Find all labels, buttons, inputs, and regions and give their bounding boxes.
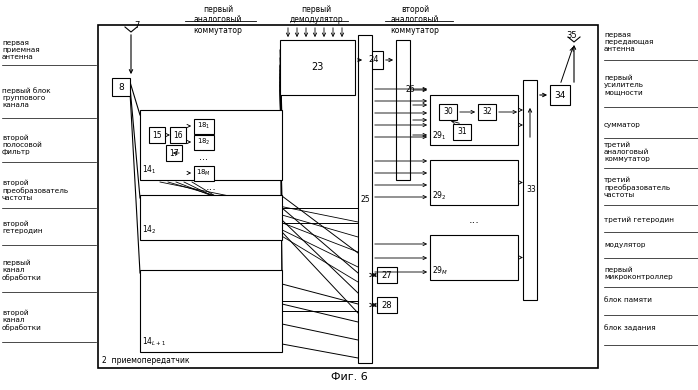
Text: $29_1$: $29_1$ (432, 129, 447, 142)
Text: первый
демодулятор: первый демодулятор (289, 5, 343, 25)
Bar (194, 165, 214, 181)
Text: $29_M$: $29_M$ (432, 264, 448, 277)
Text: 30: 30 (443, 108, 453, 117)
Text: второй
канал
обработки: второй канал обработки (2, 309, 42, 331)
Text: блок памяти: блок памяти (604, 297, 652, 303)
Text: третий гетеродин: третий гетеродин (604, 217, 674, 223)
Text: 33: 33 (526, 186, 536, 195)
Text: первый
канал
обработки: первый канал обработки (2, 259, 42, 281)
Bar (430, 95, 518, 145)
Bar (149, 127, 165, 143)
Text: $18_M$: $18_M$ (196, 168, 211, 178)
Bar (365, 51, 383, 69)
Text: второй
аналоговый
коммутатор: второй аналоговый коммутатор (391, 5, 440, 35)
Text: 32: 32 (482, 108, 492, 117)
Text: ...: ... (200, 152, 209, 163)
Bar (377, 267, 397, 283)
Text: третий
преобразователь
частоты: третий преобразователь частоты (604, 176, 670, 198)
Text: второй
гетеродин: второй гетеродин (2, 220, 43, 234)
Bar (280, 40, 355, 95)
Bar (166, 145, 182, 161)
Bar (140, 270, 282, 352)
Text: второй
преобразователь
частоты: второй преобразователь частоты (2, 179, 68, 201)
Text: 35: 35 (566, 31, 577, 40)
Text: 28: 28 (382, 301, 392, 310)
Text: 17: 17 (169, 149, 179, 158)
Text: 8: 8 (118, 83, 124, 92)
Text: Фиг. 6: Фиг. 6 (331, 372, 367, 382)
Bar (358, 35, 372, 363)
Text: первая
приемная
антенна: первая приемная антенна (2, 40, 40, 60)
Text: третий
аналоговый
коммутатор: третий аналоговый коммутатор (604, 142, 650, 162)
Bar (478, 104, 496, 120)
Bar (453, 124, 471, 140)
Text: первый
усилитель
мощности: первый усилитель мощности (604, 75, 644, 95)
Text: 7: 7 (134, 21, 140, 30)
Text: второй
полосовой
фильтр: второй полосовой фильтр (2, 135, 42, 155)
Text: 2  приемопередатчик: 2 приемопередатчик (102, 356, 190, 365)
Bar (140, 110, 282, 180)
Bar (170, 127, 186, 143)
Bar (439, 104, 457, 120)
Text: $29_2$: $29_2$ (432, 190, 447, 202)
Text: 27: 27 (382, 271, 392, 280)
Text: 26: 26 (405, 85, 415, 94)
Text: 24: 24 (369, 55, 379, 64)
Text: $18_2$: $18_2$ (198, 137, 211, 147)
Text: блок задания: блок задания (604, 324, 655, 331)
Text: ...: ... (468, 215, 480, 225)
Text: модулятор: модулятор (604, 242, 646, 248)
Text: 16: 16 (173, 131, 183, 140)
Bar (98, 25, 598, 368)
Bar (194, 135, 214, 149)
Text: $18_1$: $18_1$ (198, 121, 211, 131)
Text: $14_{L+1}$: $14_{L+1}$ (142, 335, 166, 348)
Text: сумматор: сумматор (604, 122, 641, 128)
Text: 34: 34 (554, 90, 565, 99)
Text: ...: ... (206, 183, 216, 193)
Bar (396, 40, 410, 180)
Text: 15: 15 (152, 131, 162, 140)
Text: первый
микроконтроллер: первый микроконтроллер (604, 266, 673, 280)
Bar (523, 80, 537, 300)
Text: 23: 23 (311, 62, 324, 73)
Text: 25: 25 (360, 195, 370, 204)
Text: первая
передающая
антенна: первая передающая антенна (604, 32, 653, 52)
Bar (430, 160, 518, 205)
Bar (140, 195, 282, 240)
Bar (194, 119, 214, 133)
Bar (377, 297, 397, 313)
Bar (112, 78, 130, 96)
Text: первый
аналоговый
коммутатор: первый аналоговый коммутатор (193, 5, 242, 35)
Text: 31: 31 (457, 128, 467, 136)
Bar (430, 235, 518, 280)
Text: $14_2$: $14_2$ (142, 223, 156, 236)
Text: $14_1$: $14_1$ (142, 163, 156, 176)
Bar (550, 85, 570, 105)
Text: первый блок
группового
канала: первый блок группового канала (2, 88, 51, 108)
